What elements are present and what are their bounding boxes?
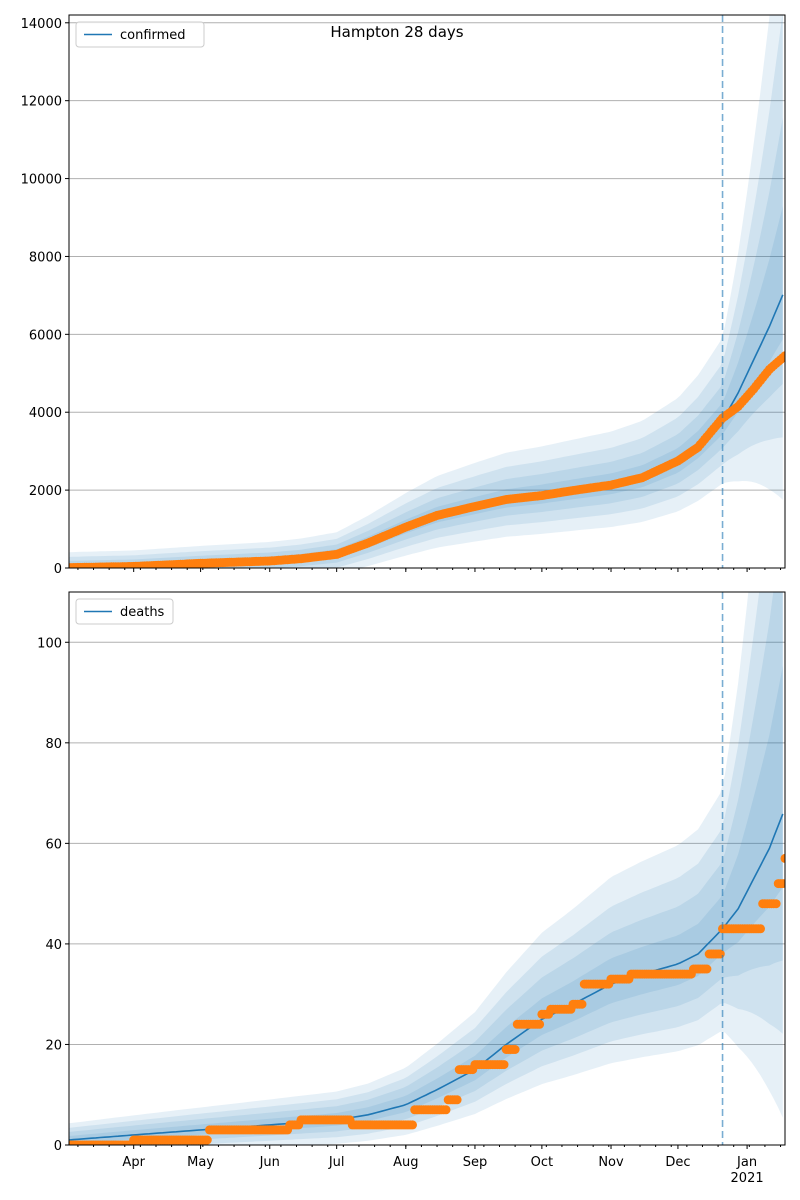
legend-box xyxy=(75,598,174,625)
figure-title: Hampton 28 days xyxy=(330,23,463,41)
legend-label: deaths xyxy=(120,605,165,620)
legend-label: confirmed xyxy=(120,28,186,43)
y-tick-label: 60 xyxy=(45,837,62,852)
observed-point xyxy=(715,949,725,959)
credible-interval-band xyxy=(69,592,783,1145)
legend: deaths xyxy=(75,598,174,625)
y-tick-label: 6000 xyxy=(29,328,62,343)
observed-point xyxy=(535,1019,545,1029)
observed-point xyxy=(780,351,785,361)
y-tick-label: 20 xyxy=(45,1038,62,1053)
x-tick-label: Oct xyxy=(531,1155,553,1170)
legend-box xyxy=(75,21,205,48)
observed-point xyxy=(499,1060,509,1070)
x-tick-label: Sep xyxy=(463,1155,488,1170)
credible-interval-band xyxy=(69,592,783,1145)
x-tick-label: Jan xyxy=(736,1155,757,1170)
y-tick-label: 14000 xyxy=(21,17,62,32)
observed-point xyxy=(441,1105,451,1115)
observed-point xyxy=(780,853,785,863)
y-tick-label: 4000 xyxy=(29,406,62,421)
x-tick-label: Jun xyxy=(259,1155,280,1170)
observed-point xyxy=(577,999,587,1009)
axes-frame xyxy=(68,591,786,1146)
x-tick-label: Jul xyxy=(328,1155,345,1170)
credible-interval-band xyxy=(69,592,783,1145)
observed-point xyxy=(702,964,712,974)
deaths-panel: 0 20 40 60 80 100 Apr May Jun Jul Aug Sep Oct Nov Dec J… xyxy=(37,591,786,1186)
x-tick-label: Aug xyxy=(393,1155,418,1170)
observed-point xyxy=(202,1135,212,1145)
x-tick-label: Dec xyxy=(665,1155,690,1170)
y-tick-label: 0 xyxy=(54,562,62,577)
y-tick-label: 100 xyxy=(37,636,62,651)
y-tick-label: 8000 xyxy=(29,250,62,265)
x-year-label: 2021 xyxy=(731,1171,764,1186)
observed-point xyxy=(452,1095,462,1105)
x-tick-label: Nov xyxy=(598,1155,624,1170)
y-tick-label: 2000 xyxy=(29,484,62,499)
observed-point xyxy=(510,1045,520,1054)
model-line xyxy=(69,813,784,1141)
y-tick-label: 12000 xyxy=(21,95,62,110)
y-tick-label: 10000 xyxy=(21,173,62,188)
observed-point xyxy=(756,924,765,934)
observed-point xyxy=(778,879,785,889)
confirmed-panel: 0 2000 4000 6000 8000 10000 12000 14000 confirme… xyxy=(21,14,786,577)
y-tick-label: 40 xyxy=(45,938,62,953)
credible-interval-band xyxy=(69,206,783,568)
observed-point xyxy=(771,899,781,909)
x-tick-label: May xyxy=(187,1155,214,1170)
y-tick-label: 80 xyxy=(45,737,62,752)
y-tick-label: 0 xyxy=(54,1139,62,1154)
legend: confirmed xyxy=(75,21,205,48)
observed-point xyxy=(408,1120,417,1130)
axes-frame xyxy=(68,14,786,569)
x-tick-label: Apr xyxy=(122,1155,145,1170)
